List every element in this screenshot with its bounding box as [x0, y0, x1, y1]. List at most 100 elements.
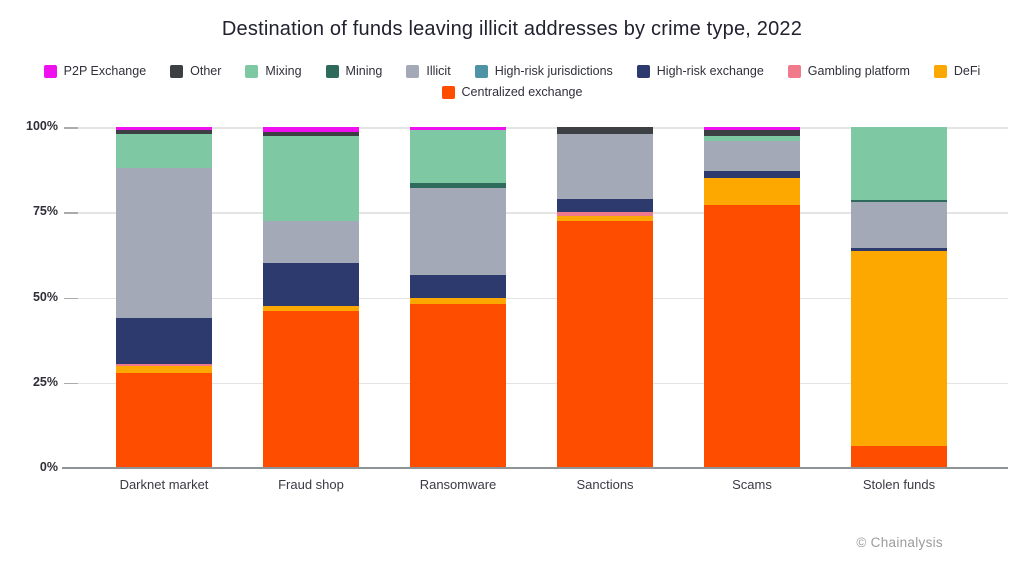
gridline-100 — [64, 127, 1008, 129]
y-tick-mark — [64, 382, 78, 385]
segment-p2p-exchange — [263, 127, 359, 133]
x-label-scams: Scams — [732, 477, 772, 492]
y-tick-label-75: 75% — [32, 204, 58, 219]
segment-defi — [116, 365, 212, 373]
legend-item-gambling-platform: Gambling platform — [787, 64, 910, 78]
legend-swatch-mining — [325, 64, 339, 78]
legend-swatch-centralized-exchange — [441, 85, 455, 99]
legend-row-1: P2P Exchange Other Mixing Mining Illicit High… — [0, 64, 1024, 78]
legend-label-centralized-exchange: Centralized exchange — [461, 85, 583, 99]
segment-p2p-exchange — [116, 127, 212, 131]
legend-item-mining: Mining — [325, 64, 383, 78]
legend-swatch-defi — [933, 64, 947, 78]
segment-centralized-exchange — [557, 220, 653, 468]
segment-mining — [410, 183, 506, 189]
segment-high-risk-exchange — [410, 275, 506, 298]
y-tick-label-100: 100% — [26, 119, 58, 133]
segment-illicit — [263, 220, 359, 264]
y-tick-mark — [64, 297, 78, 299]
y-axis-labels: 100% 75% 50% 25% 0% — [0, 119, 58, 474]
gridline-75 — [64, 212, 1008, 214]
gridline-50 — [64, 297, 1008, 299]
segment-centralized-exchange — [263, 311, 359, 468]
legend-item-p2p-exchange: P2P Exchange — [43, 64, 147, 78]
chainalysis-watermark: © Chainalysis — [856, 535, 943, 550]
legend-item-other: Other — [170, 64, 221, 78]
legend-row-2: Centralized exchange — [0, 85, 1024, 99]
gridline-25 — [64, 382, 1008, 385]
legend-item-centralized-exchange: Centralized exchange — [441, 85, 583, 99]
legend-swatch-other — [170, 64, 184, 78]
segment-illicit — [704, 140, 800, 172]
legend-item-high-risk-jurisdictions: High-risk jurisdictions — [474, 64, 613, 78]
segment-high-risk-exchange — [116, 317, 212, 365]
chart-title: Destination of funds leaving illicit add… — [221, 18, 803, 40]
legend-label-mixing: Mixing — [265, 64, 302, 78]
legend-item-mixing: Mixing — [245, 64, 302, 78]
segment-illicit — [851, 202, 947, 249]
segment-illicit — [410, 188, 506, 276]
segment-illicit — [557, 133, 653, 199]
x-axis-labels: Darknet market Fraud shop Ransomware Sancti… — [66, 477, 1008, 492]
x-axis-line — [62, 466, 1008, 469]
legend-label-other: Other — [190, 64, 222, 78]
segment-centralized-exchange — [851, 445, 947, 468]
legend-label-high-risk-exchange: High-risk exchange — [656, 64, 764, 78]
segment-other — [116, 130, 212, 134]
plot-area — [62, 127, 1008, 469]
y-tick-label-25: 25% — [32, 374, 58, 389]
segment-defi — [410, 297, 506, 305]
bar-scams — [704, 127, 800, 468]
bar-fraud-shop — [263, 127, 359, 468]
segment-p2p-exchange — [704, 127, 800, 131]
segment-centralized-exchange — [704, 205, 800, 468]
legend-item-defi: DeFi — [933, 64, 981, 78]
x-label-darknet-market: Darknet market — [119, 477, 209, 492]
segment-gambling-platform — [116, 364, 212, 366]
segment-mixing — [704, 135, 800, 141]
segment-illicit — [116, 167, 212, 318]
segment-other — [263, 132, 359, 136]
bar-stolen-funds — [851, 127, 947, 468]
y-tick-label-50: 50% — [32, 289, 58, 304]
x-label-fraud-shop: Fraud shop — [278, 477, 344, 492]
segment-defi — [851, 251, 947, 446]
x-label-ransomware: Ransomware — [419, 477, 497, 492]
legend-swatch-p2p-exchange — [43, 64, 57, 78]
segment-mining — [851, 200, 947, 203]
bar-darknet-market — [116, 127, 212, 468]
y-tick-label-0: 0% — [39, 460, 58, 474]
legend-label-mining: Mining — [345, 64, 383, 78]
legend-label-p2p-exchange: P2P Exchange — [63, 64, 147, 78]
segment-defi — [704, 178, 800, 206]
y-tick-mark — [64, 212, 78, 214]
segment-high-risk-exchange — [851, 248, 947, 252]
legend-label-gambling-platform: Gambling platform — [807, 64, 910, 78]
segment-mixing — [263, 135, 359, 221]
legend-swatch-high-risk-jurisdictions — [474, 64, 488, 78]
bar-sanctions — [557, 127, 653, 468]
x-label-sanctions: Sanctions — [576, 477, 634, 492]
y-tick-mark — [64, 127, 78, 129]
x-label-stolen-funds: Stolen funds — [862, 477, 936, 492]
legend-swatch-illicit — [406, 64, 420, 78]
segment-gambling-platform — [557, 212, 653, 216]
legend-item-illicit: Illicit — [406, 64, 451, 78]
segment-high-risk-exchange — [263, 263, 359, 307]
segment-defi — [263, 306, 359, 312]
segment-mixing — [851, 127, 947, 201]
segment-centralized-exchange — [410, 304, 506, 468]
legend: P2P Exchange Other Mixing Mining Illicit High… — [0, 64, 1024, 106]
legend-label-illicit: Illicit — [426, 64, 451, 78]
legend-label-defi: DeFi — [953, 64, 981, 78]
segment-mixing — [410, 130, 506, 184]
legend-item-high-risk-exchange: High-risk exchange — [636, 64, 764, 78]
legend-swatch-gambling-platform — [787, 64, 801, 78]
segment-high-risk-exchange — [557, 198, 653, 213]
segment-other — [704, 130, 800, 136]
legend-swatch-high-risk-exchange — [636, 64, 650, 78]
bar-ransomware — [410, 127, 506, 468]
legend-label-high-risk-jurisdictions: High-risk jurisdictions — [494, 64, 613, 78]
segment-high-risk-exchange — [704, 171, 800, 179]
